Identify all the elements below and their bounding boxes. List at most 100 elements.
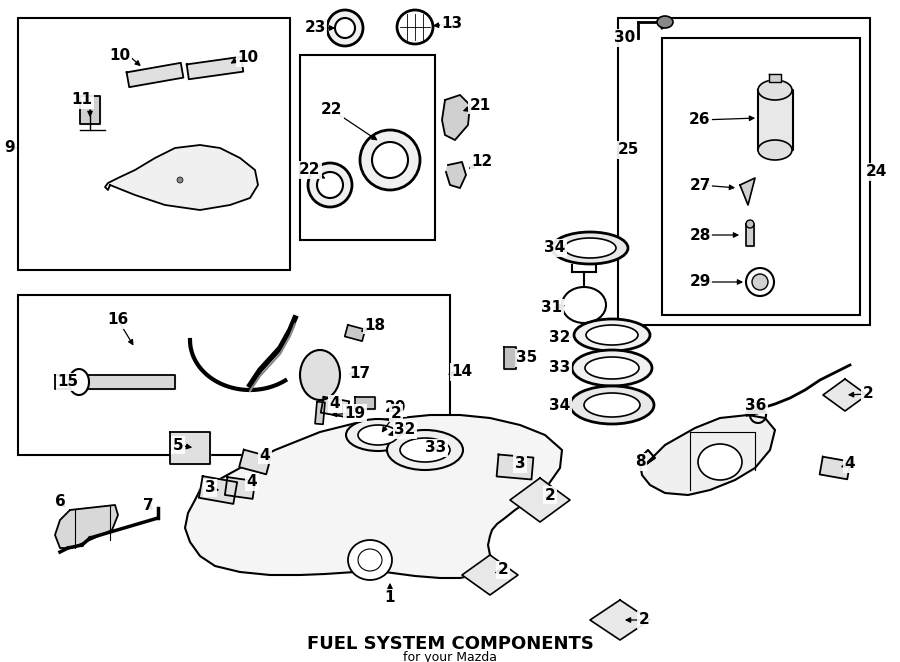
Ellipse shape — [746, 268, 774, 296]
Polygon shape — [55, 375, 175, 389]
Polygon shape — [345, 325, 365, 341]
Polygon shape — [446, 162, 466, 188]
Ellipse shape — [397, 10, 433, 44]
Bar — [300, 55, 435, 240]
Text: 4: 4 — [845, 457, 855, 471]
Polygon shape — [746, 224, 754, 246]
Polygon shape — [504, 347, 516, 369]
Ellipse shape — [400, 438, 450, 462]
Ellipse shape — [564, 238, 616, 258]
Text: 5: 5 — [173, 438, 184, 453]
Ellipse shape — [358, 425, 398, 445]
Bar — [18, 295, 450, 455]
Ellipse shape — [586, 325, 638, 345]
Ellipse shape — [300, 350, 340, 400]
Text: 33: 33 — [549, 361, 571, 375]
Polygon shape — [105, 145, 258, 210]
Polygon shape — [127, 63, 184, 87]
Text: 6: 6 — [55, 495, 66, 510]
Text: 21: 21 — [470, 97, 490, 113]
Text: 4: 4 — [329, 397, 340, 412]
Ellipse shape — [585, 357, 639, 379]
Ellipse shape — [698, 444, 742, 480]
Text: 30: 30 — [615, 30, 635, 46]
Text: 13: 13 — [441, 17, 463, 32]
Ellipse shape — [758, 80, 792, 100]
Text: 33: 33 — [426, 440, 446, 455]
Polygon shape — [185, 415, 562, 578]
Polygon shape — [55, 505, 118, 548]
Ellipse shape — [758, 140, 792, 160]
Text: 1: 1 — [385, 591, 395, 606]
Text: 36: 36 — [745, 397, 767, 412]
Ellipse shape — [552, 232, 628, 264]
Text: 15: 15 — [58, 375, 78, 389]
Polygon shape — [315, 402, 325, 424]
Polygon shape — [462, 555, 518, 595]
Polygon shape — [740, 178, 755, 205]
Text: for your Mazda: for your Mazda — [403, 651, 497, 662]
Text: 27: 27 — [689, 177, 711, 193]
Text: 9: 9 — [4, 140, 15, 156]
Text: 7: 7 — [143, 498, 153, 512]
Text: 3: 3 — [204, 481, 215, 495]
Polygon shape — [442, 95, 470, 140]
Ellipse shape — [387, 430, 463, 470]
Text: 19: 19 — [345, 406, 365, 420]
Text: 14: 14 — [452, 365, 472, 379]
Ellipse shape — [657, 16, 673, 28]
Ellipse shape — [360, 130, 420, 190]
Text: 34: 34 — [544, 240, 565, 256]
Polygon shape — [769, 74, 781, 82]
Text: 4: 4 — [247, 475, 257, 489]
Polygon shape — [758, 90, 793, 150]
Text: 18: 18 — [364, 318, 385, 332]
Bar — [618, 18, 870, 325]
Text: 3: 3 — [515, 457, 526, 471]
Text: 26: 26 — [689, 113, 711, 128]
Text: 29: 29 — [689, 275, 711, 289]
Text: 2: 2 — [391, 406, 401, 420]
Ellipse shape — [308, 163, 352, 207]
Text: 24: 24 — [865, 164, 886, 179]
Polygon shape — [590, 600, 650, 640]
Text: FUEL SYSTEM COMPONENTS: FUEL SYSTEM COMPONENTS — [307, 635, 593, 653]
Polygon shape — [355, 397, 375, 409]
Text: 23: 23 — [304, 21, 326, 36]
Ellipse shape — [572, 350, 652, 386]
Polygon shape — [170, 432, 210, 464]
Ellipse shape — [335, 18, 355, 38]
Text: 22: 22 — [321, 103, 343, 117]
Ellipse shape — [372, 142, 408, 178]
Ellipse shape — [327, 10, 363, 46]
Ellipse shape — [177, 177, 183, 183]
Ellipse shape — [574, 319, 650, 351]
Text: 11: 11 — [71, 93, 93, 107]
Text: 34: 34 — [549, 397, 571, 412]
Bar — [662, 38, 860, 315]
Ellipse shape — [348, 540, 392, 580]
Text: 22: 22 — [299, 162, 320, 177]
Text: 20: 20 — [384, 401, 406, 416]
Text: 10: 10 — [238, 50, 258, 66]
Polygon shape — [640, 415, 775, 495]
Text: 25: 25 — [617, 142, 639, 158]
Text: 2: 2 — [544, 487, 555, 502]
Polygon shape — [510, 478, 570, 522]
Polygon shape — [80, 96, 100, 124]
Polygon shape — [320, 397, 349, 417]
Ellipse shape — [69, 369, 89, 395]
Text: 2: 2 — [639, 612, 650, 628]
Polygon shape — [199, 476, 237, 504]
Text: 17: 17 — [349, 367, 371, 381]
Ellipse shape — [746, 220, 754, 228]
Polygon shape — [186, 57, 243, 79]
Text: 31: 31 — [542, 301, 562, 316]
Ellipse shape — [346, 419, 410, 451]
Polygon shape — [823, 379, 867, 411]
Text: 32: 32 — [394, 422, 416, 438]
Ellipse shape — [562, 287, 606, 323]
Ellipse shape — [570, 386, 654, 424]
Text: 12: 12 — [472, 154, 492, 169]
Text: 8: 8 — [634, 455, 645, 469]
